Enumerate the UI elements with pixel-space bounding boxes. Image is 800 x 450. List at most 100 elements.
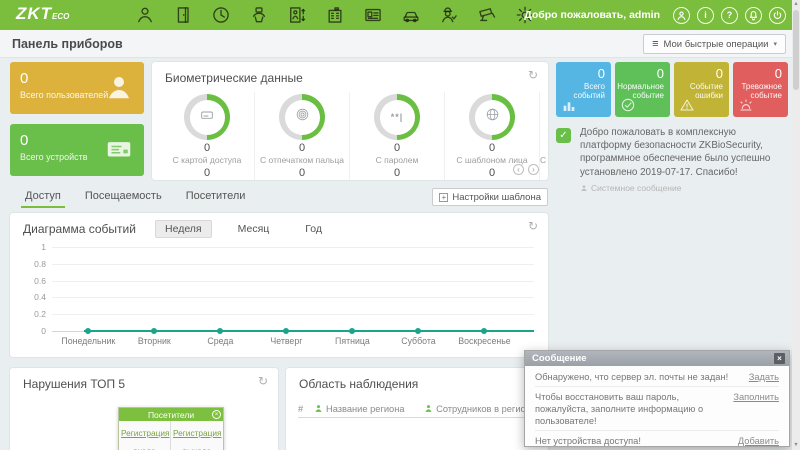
close-icon[interactable]: × (774, 353, 785, 364)
visitors-popup-header[interactable]: Посетители × (119, 408, 223, 421)
warning-triangle-icon (679, 97, 695, 113)
data-point (151, 328, 157, 334)
card-icon (199, 107, 215, 128)
visitor-checkout-link[interactable]: Регистрация выхода (173, 428, 222, 450)
cctv-icon[interactable] (477, 5, 497, 25)
title-bar: Панель приборов ≡ Мои быстрые операции ▾ (0, 30, 800, 58)
gridline (52, 264, 534, 265)
id-card-icon[interactable] (363, 5, 383, 25)
y-axis-tick: 0 (20, 326, 46, 336)
y-axis-tick: 0.4 (20, 292, 46, 302)
x-axis-label: Понедельник (61, 336, 115, 346)
dashboard-tabs: Доступ Посещаемость Посетители (25, 190, 245, 208)
alarm-events-tile[interactable]: 0 Тревожное событие (733, 62, 788, 117)
error-events-tile[interactable]: 0 Событие ошибки (674, 62, 729, 117)
visitors-popup: Посетители × Регистрация входа Регистрац… (118, 407, 224, 450)
biometrics-panel: Биометрические данные ↻ 0 С картой досту… (152, 62, 548, 180)
range-week-button[interactable]: Неделя (155, 220, 212, 238)
without-value: 0 (350, 167, 444, 179)
message-row: Обнаружено, что сервер эл. почты не зада… (535, 367, 779, 387)
biometric-item-fingerprint: 0 С отпечатком пальца 0 Без отпечатка па… (255, 92, 350, 180)
guard-icon[interactable] (439, 5, 459, 25)
data-point (283, 328, 289, 334)
power-icon[interactable] (769, 7, 786, 24)
gridline (52, 314, 534, 315)
region-table-header: # Название региона Сотрудников в регионе (298, 400, 536, 418)
range-month-button[interactable]: Месяц (228, 220, 280, 238)
refresh-icon[interactable]: ↻ (528, 69, 538, 81)
message-action-link[interactable]: Заполнить (733, 392, 779, 402)
without-value: 0 (255, 167, 349, 179)
dashboard-screen: ZKTECO (0, 0, 800, 450)
help-icon[interactable]: ? (721, 7, 738, 24)
clock-icon[interactable] (211, 5, 231, 25)
chart-plot: 00.20.40.60.81ПонедельникВторникСредаЧет… (52, 247, 534, 331)
door-icon[interactable] (173, 5, 193, 25)
message-row: Чтобы восстановить ваш пароль, пожалуйст… (535, 387, 779, 431)
x-axis-label: Воскресенье (458, 336, 510, 346)
message-action-link[interactable]: Задать (749, 372, 779, 382)
template-settings-button[interactable]: + Настройки шаблона (432, 188, 548, 206)
plus-icon: + (439, 193, 448, 202)
info-icon[interactable]: i (697, 7, 714, 24)
total-events-tile[interactable]: 0 Всего событий (556, 62, 611, 117)
next-page-icon[interactable]: › (528, 164, 539, 175)
total-users-value: 0 (20, 70, 28, 87)
biometric-item-card: 0 С картой доступа 0 Без карты доступа (160, 92, 255, 180)
tab-access[interactable]: Доступ (25, 190, 61, 208)
normal-events-tile[interactable]: 0 Нормальное событие (615, 62, 670, 117)
data-point (85, 328, 91, 334)
x-axis-label: Среда (207, 336, 233, 346)
region-title: Область наблюдения (299, 377, 418, 391)
biometrics-title: Биометрические данные (165, 71, 303, 85)
visitor-checkin-cell: Регистрация входа (119, 421, 171, 450)
chart-range-buttons: Неделя Месяц Год (155, 220, 332, 238)
with-value: 0 (445, 142, 539, 154)
total-users-card[interactable]: 0 Всего пользователей (10, 62, 144, 114)
message-action-link[interactable]: Добавить (738, 436, 779, 446)
donut-chart (279, 94, 325, 140)
total-devices-card[interactable]: 0 Всего устройств (10, 124, 144, 176)
tab-attendance[interactable]: Посещаемость (85, 190, 162, 208)
column-number: # (298, 404, 314, 414)
range-year-button[interactable]: Год (295, 220, 332, 238)
close-icon[interactable]: × (212, 410, 221, 419)
user-icon[interactable] (135, 5, 155, 25)
message-popup: Сообщение × Обнаружено, что сервер эл. п… (524, 350, 790, 447)
vertical-scrollbar[interactable]: ▲ ▼ (792, 0, 800, 450)
biometrics-pagination: ‹ › (513, 164, 539, 175)
data-point (415, 328, 421, 334)
building-icon[interactable] (325, 5, 345, 25)
biometrics-columns: 0 С картой доступа 0 Без карты доступа 0… (160, 92, 548, 180)
region-panel: Область наблюдения # Название региона Со… (286, 368, 548, 450)
biometric-item-clipped: С Бе (540, 92, 548, 180)
refresh-icon[interactable]: ↻ (528, 220, 538, 232)
scroll-down-icon[interactable]: ▼ (792, 441, 800, 450)
elevator-icon[interactable] (287, 5, 307, 25)
module-nav (135, 0, 535, 30)
bell-icon[interactable] (745, 7, 762, 24)
user-circle-icon[interactable] (673, 7, 690, 24)
y-axis-tick: 0.8 (20, 259, 46, 269)
system-message-source: Системное сообщение (580, 183, 790, 193)
x-axis-label: Пятница (335, 336, 370, 346)
y-axis-tick: 0.6 (20, 276, 46, 286)
with-value: 0 (255, 142, 349, 154)
scroll-up-icon[interactable]: ▲ (792, 0, 800, 9)
y-axis-tick: 1 (20, 242, 46, 252)
visitor-checkin-link[interactable]: Регистрация входа (121, 428, 170, 450)
y-axis-tick: 0.2 (20, 309, 46, 319)
hand-scanner-icon[interactable] (249, 5, 269, 25)
car-icon[interactable] (401, 5, 421, 25)
refresh-icon[interactable]: ↻ (258, 375, 268, 387)
scrollbar-thumb[interactable] (793, 10, 799, 90)
tab-visitors[interactable]: Посетители (186, 190, 246, 208)
column-region-name: Название региона (314, 404, 405, 414)
data-point (481, 328, 487, 334)
quick-operations-button[interactable]: ≡ Мои быстрые операции ▾ (643, 34, 786, 54)
message-popup-header[interactable]: Сообщение × (525, 351, 789, 366)
prev-page-icon[interactable]: ‹ (513, 164, 524, 175)
check-circle-icon (620, 97, 636, 113)
message-row: Нет устройства доступа! Добавить (535, 431, 779, 450)
total-users-label: Всего пользователей (20, 90, 108, 100)
